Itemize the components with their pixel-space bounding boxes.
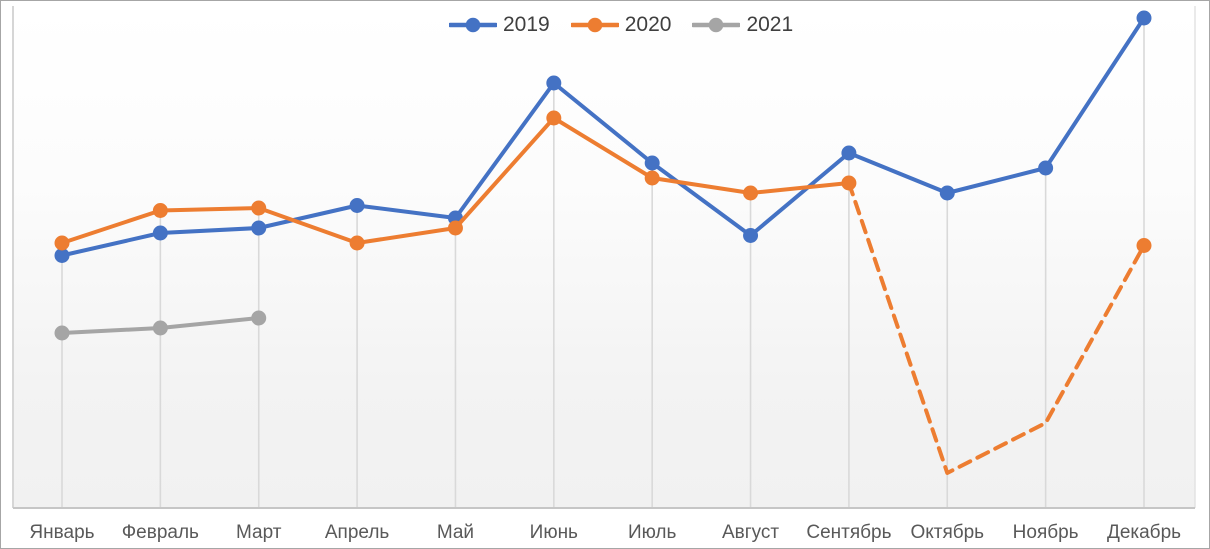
marker-2020-Июль	[644, 170, 660, 186]
marker-2021-Февраль	[152, 320, 168, 336]
legend-label-2020: 2020	[624, 13, 672, 36]
series-line-2020-dashed-1	[846, 181, 1146, 475]
marker-2019-Февраль	[152, 225, 168, 241]
marker-2019-Март	[251, 220, 267, 236]
legend-marker-2019-icon	[449, 17, 497, 32]
marker-2020-Июнь	[546, 110, 562, 126]
marker-2020-Май	[447, 220, 463, 236]
marker-2020-Январь	[54, 235, 70, 251]
marker-2019-Январь	[54, 248, 70, 263]
legend-dot-2020	[587, 17, 603, 32]
x-axis-label-Апрель: Апрель	[325, 522, 390, 543]
marker-2019-Декабрь	[1136, 10, 1152, 26]
marker-2019-Октябрь	[939, 185, 955, 201]
legend-item-2019: 2019	[449, 14, 550, 35]
x-axis-label-Июнь: Июнь	[530, 522, 578, 543]
plot-background	[13, 6, 1195, 508]
x-axis-label-Ноябрь: Ноябрь	[1013, 522, 1079, 543]
x-axis-label-Март: Март	[236, 522, 282, 543]
legend-dot-2019	[465, 17, 481, 32]
marker-2019-Июль	[644, 155, 660, 171]
legend-marker-2020-icon	[570, 17, 619, 32]
marker-2020-Март	[251, 200, 267, 216]
legend-item-2021: 2021	[692, 14, 793, 35]
chart-legend: 2019 2020 2021	[449, 14, 793, 35]
marker-2020-Декабрь	[1136, 238, 1152, 253]
marker-2020-Август	[743, 185, 759, 201]
x-axis-label-Октябрь: Октябрь	[910, 522, 984, 543]
marker-2021-Март	[251, 310, 267, 326]
legend-label-2021: 2021	[746, 13, 794, 36]
marker-2019-Ноябрь	[1038, 160, 1054, 176]
marker-2020-Апрель	[349, 235, 365, 251]
x-axis-label-Август: Август	[722, 522, 779, 543]
x-axis-label-Декабрь: Декабрь	[1107, 522, 1181, 543]
marker-2019-Апрель	[349, 198, 365, 213]
series-line-2019-0	[60, 16, 1146, 258]
x-axis-label-Июль: Июль	[628, 522, 677, 543]
marker-2019-Июнь	[546, 75, 562, 91]
marker-2020-Сентябрь	[841, 175, 857, 191]
marker-2019-Сентябрь	[841, 145, 857, 161]
legend-label-2019: 2019	[503, 13, 550, 36]
x-axis-label-Февраль: Февраль	[122, 522, 199, 543]
marker-2019-Август	[743, 228, 759, 243]
legend-marker-2021-icon	[692, 17, 741, 32]
x-axis-label-Январь: Январь	[29, 522, 94, 543]
marker-2021-Январь	[54, 325, 70, 341]
legend-item-2020: 2020	[570, 13, 672, 36]
legend-dot-2021	[709, 17, 724, 32]
marker-2020-Февраль	[152, 203, 168, 218]
x-axis-label-Сентябрь: Сентябрь	[806, 522, 891, 543]
x-axis-label-Май: Май	[437, 522, 474, 543]
